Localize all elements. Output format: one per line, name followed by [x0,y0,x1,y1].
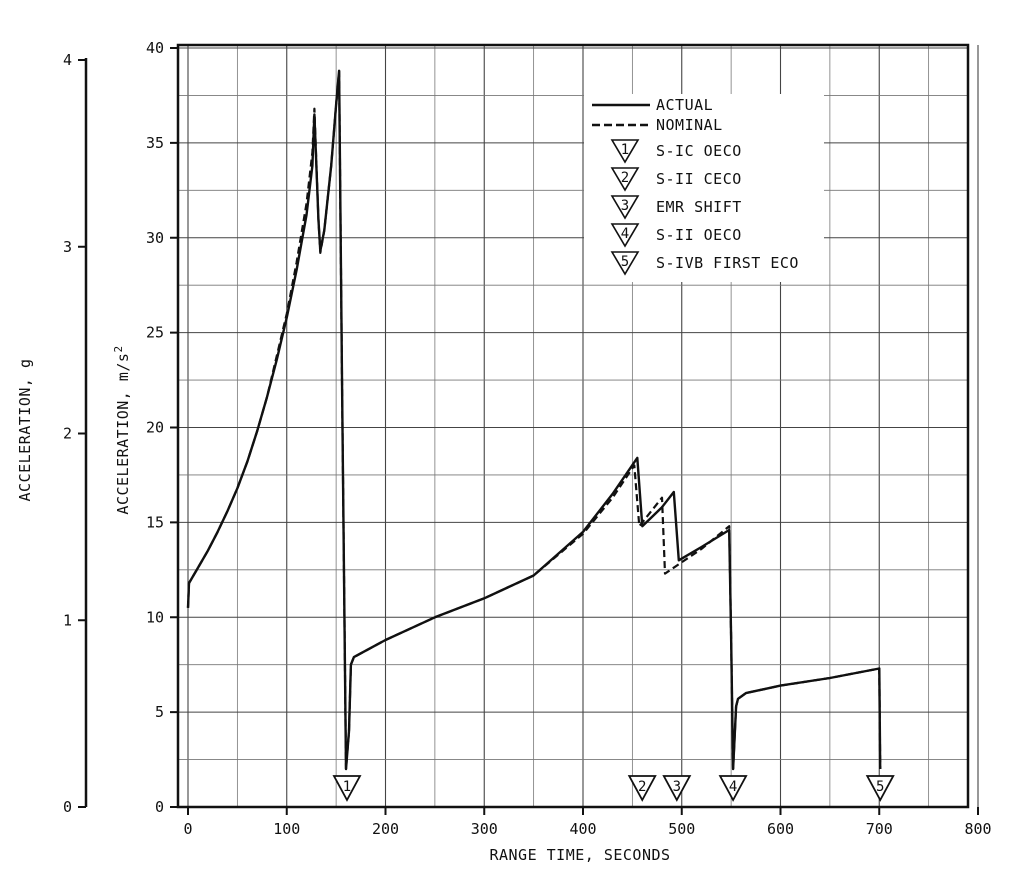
legend-event-triangle [610,223,640,248]
series-layer [186,69,882,771]
y-tick-label: 15 [146,513,164,531]
y-tick-label: 20 [146,419,164,437]
y-tick-label: 5 [155,703,164,721]
secondary-y-axis-title: ACCELERATION, g [16,359,34,502]
secondary-y-tick-label: 0 [63,798,72,816]
secondary-y-tick-label: 3 [63,238,72,256]
x-tick-label: 0 [183,820,192,838]
series-line-nominal [186,69,882,771]
y-tick-label: 35 [146,134,164,152]
legend-event-number: 5 [621,254,629,270]
x-tick-label: 300 [471,820,498,838]
grid [178,45,979,808]
secondary-y-axis: 0 1 2 3 4 [63,51,88,816]
legend: ACTUAL NOMINAL 1 S-IC OECO 2 S-II CECO 3 EMR SH… [584,94,824,282]
y-tick-label: 10 [146,608,164,626]
x-tick-label: 800 [964,820,991,838]
legend-event-number: 2 [621,170,629,186]
event-marker-triangle [332,775,362,802]
legend-event-label: S-II CECO [656,170,742,188]
event-marker-number: 5 [876,779,884,795]
legend-label-actual: ACTUAL [656,96,713,114]
x-tick-label: 200 [372,820,399,838]
legend-event-triangle [610,167,640,192]
y-tick-label: 40 [146,39,164,57]
legend-event-number: 4 [621,226,629,242]
x-tick-label: 700 [866,820,893,838]
x-tick-label: 100 [273,820,300,838]
event-marker-number: 4 [729,779,737,795]
plot-frame [176,43,970,809]
x-tick-label: 400 [569,820,596,838]
legend-event-number: 3 [621,198,629,214]
legend-event-label: S-IVB FIRST ECO [656,254,799,272]
secondary-y-tick-label: 2 [63,425,72,443]
event-markers: 1 2 3 4 5 [332,775,895,802]
event-marker-number: 1 [343,779,351,795]
y-axis-title: ACCELERATION, m/s2 [112,345,132,514]
y-tick-label: 25 [146,324,164,342]
event-marker-triangle [662,775,692,802]
x-tick-label: 500 [668,820,695,838]
y-axis-title-superscript: 2 [112,345,125,352]
secondary-y-tick-label: 4 [63,51,72,69]
event-marker-triangle [627,775,657,802]
y-tick-label: 0 [155,798,164,816]
y-tick-label: 30 [146,229,164,247]
event-marker-triangle [718,775,748,802]
legend-event-number: 1 [621,142,629,158]
y-axis: 0 5 10 15 20 25 30 35 40 [146,39,178,816]
legend-event-label: EMR SHIFT [656,198,742,216]
legend-event-triangle [610,195,640,220]
legend-label-nominal: NOMINAL [656,116,723,134]
event-marker-number: 3 [673,779,681,795]
x-axis: 0 100 200 300 400 500 600 700 800 [183,807,992,838]
event-marker-triangle [865,775,895,802]
legend-event-triangle [610,139,640,164]
legend-event-triangle [610,251,640,276]
x-tick-label: 600 [767,820,794,838]
legend-event-label: S-IC OECO [656,142,742,160]
event-marker-number: 2 [638,779,646,795]
x-axis-title: RANGE TIME, SECONDS [489,846,670,864]
legend-event-label: S-II OECO [656,226,742,244]
secondary-y-tick-label: 1 [63,611,72,629]
y-axis-title-main: ACCELERATION, m/s [114,353,132,515]
